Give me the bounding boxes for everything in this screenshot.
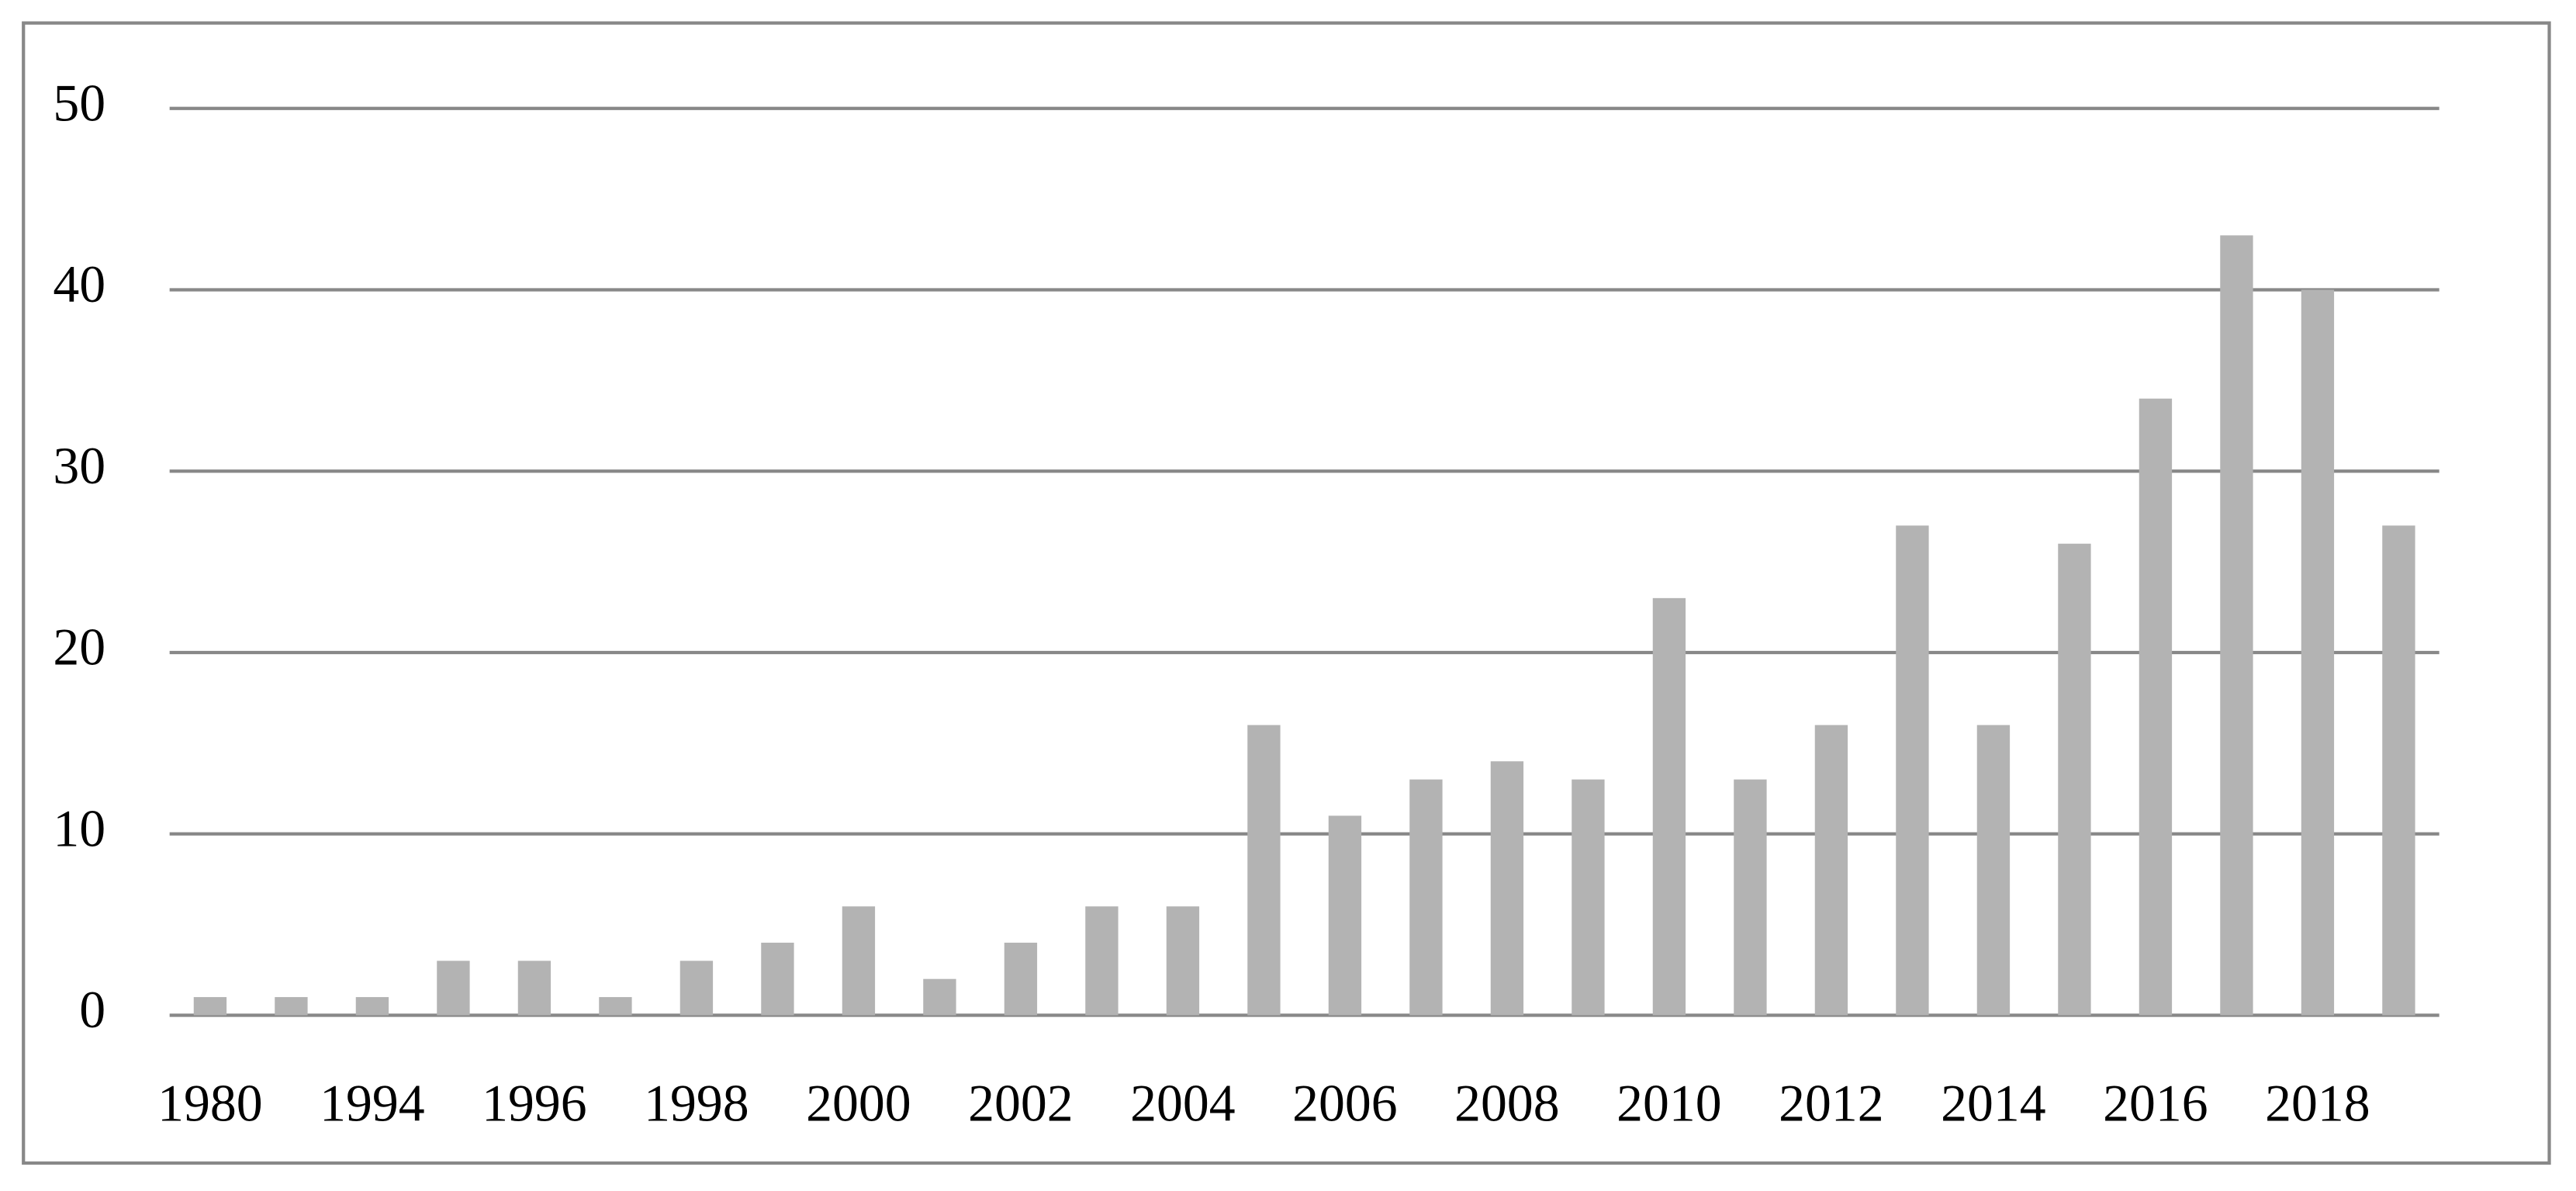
x-tick-label: 2004 [1130, 1075, 1236, 1133]
x-tick-label: 1996 [482, 1075, 587, 1133]
bar [1572, 779, 1605, 1016]
x-tick-label: 2012 [1779, 1075, 1884, 1133]
bar [2301, 289, 2335, 1016]
bar [1247, 725, 1281, 1016]
bar [1004, 942, 1038, 1016]
x-tick-label: 2010 [1616, 1075, 1722, 1133]
bar [2220, 235, 2253, 1016]
y-tick-label: 10 [53, 799, 105, 857]
x-tick-label: 2016 [2103, 1075, 2208, 1133]
x-tick-label: 1980 [157, 1075, 262, 1133]
x-tick-label: 2000 [806, 1075, 911, 1133]
chart-border [22, 21, 2551, 1165]
bar [842, 906, 876, 1016]
bar [1652, 597, 1686, 1016]
bar [517, 961, 552, 1016]
x-tick-label: 2018 [2265, 1075, 2370, 1133]
bar [1814, 725, 1848, 1016]
y-tick-label: 40 [53, 255, 105, 313]
bar [1976, 725, 2011, 1016]
x-tick-label: 2014 [1941, 1075, 2046, 1133]
bar [923, 978, 956, 1016]
x-tick-label: 1998 [644, 1075, 749, 1133]
bar [2058, 543, 2091, 1016]
x-tick-label: 2006 [1292, 1075, 1398, 1133]
bar [1734, 779, 1767, 1016]
bar [1490, 761, 1524, 1016]
bar [437, 961, 470, 1016]
y-tick-label: 0 [79, 981, 105, 1039]
bar [2382, 525, 2415, 1016]
bar [1896, 525, 1929, 1016]
y-tick-label: 50 [53, 74, 105, 132]
bar [2139, 398, 2173, 1016]
y-tick-label: 30 [53, 437, 105, 495]
x-tick-label: 1994 [320, 1075, 425, 1133]
bar [1409, 779, 1443, 1016]
bar [355, 997, 389, 1016]
bar [1166, 906, 1200, 1016]
y-tick-label: 20 [53, 618, 105, 677]
x-tick-label: 2002 [968, 1075, 1073, 1133]
bar [679, 961, 714, 1016]
bar [193, 997, 227, 1016]
bar [599, 997, 632, 1016]
x-tick-label: 2008 [1454, 1075, 1559, 1133]
bar [275, 997, 308, 1016]
bar [1085, 906, 1119, 1016]
bar [1328, 815, 1362, 1016]
bar [761, 942, 794, 1016]
